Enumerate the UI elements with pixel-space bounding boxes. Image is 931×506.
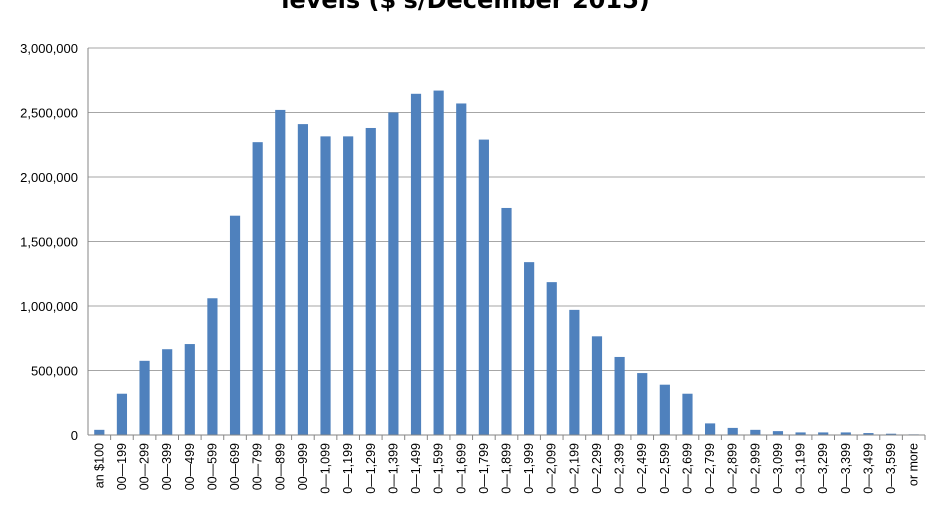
x-tick-label: 0—2,099: [545, 443, 559, 494]
bar: [229, 215, 241, 435]
bar: [501, 207, 512, 435]
y-axis-tick-labels: 0 500,000 1,000,000 1,500,000 2,000,000 2,500…: [20, 41, 78, 443]
bar: [365, 127, 376, 435]
x-tick-label: 0—1,199: [341, 443, 355, 494]
bar: [297, 124, 308, 436]
x-tick-label: 0—3,499: [861, 443, 875, 494]
x-tick-label: 00—499: [183, 443, 197, 490]
bar: [320, 136, 331, 436]
bar: [162, 349, 173, 435]
x-tick-label: 0—2,799: [703, 443, 717, 494]
x-tick-label: 0—2,699: [680, 443, 694, 494]
x-tick-label: an $100: [92, 443, 106, 488]
x-tick-label: 0—2,599: [658, 443, 672, 494]
bar: [433, 90, 444, 435]
bar: [705, 423, 716, 435]
bar: [94, 429, 105, 435]
x-tick-label: 0—2,499: [635, 443, 649, 494]
bar: [456, 103, 467, 435]
y-tick-label: 1,000,000: [20, 299, 78, 314]
bar: [139, 360, 150, 435]
x-tick-label: 0—3,299: [816, 443, 830, 494]
x-tick-label: 00—799: [251, 443, 265, 490]
x-tick-label: 0—2,299: [590, 443, 604, 494]
bar: [818, 432, 829, 435]
bar: [410, 93, 422, 436]
y-tick-label: 3,000,000: [20, 41, 78, 56]
bar: [546, 282, 557, 435]
x-tick-label: 00—399: [160, 443, 174, 490]
bar: [750, 429, 761, 435]
bar: [727, 427, 738, 435]
y-tick-label: 500,000: [31, 364, 78, 379]
bar: [637, 373, 648, 435]
x-tick-label: 0—3,599: [884, 443, 898, 494]
bar: [840, 432, 851, 435]
x-tick-label: 0—1,499: [409, 443, 423, 494]
bars: [94, 90, 919, 436]
x-tick-label: 0—1,599: [432, 443, 446, 494]
x-tick-label: 0—2,399: [613, 443, 627, 494]
x-tick-label: 0—1,299: [364, 443, 378, 494]
bar: [772, 431, 784, 435]
x-tick-label: 00—599: [205, 443, 219, 490]
x-tick-label: 00—699: [228, 443, 242, 490]
x-tick-label: 0—2,999: [748, 443, 762, 494]
bar: [885, 433, 897, 435]
bar: [275, 109, 286, 436]
x-tick-label: 0—1,699: [454, 443, 468, 494]
bar: [614, 356, 625, 435]
bar: [478, 139, 489, 435]
x-tick-label: 0—3,099: [771, 443, 785, 494]
x-tick-label: 0—2,899: [726, 443, 740, 494]
x-tick-label: 0—1,399: [386, 443, 400, 494]
y-tick-label: 1,500,000: [20, 235, 78, 250]
x-tick-label: 0—2,199: [567, 443, 581, 494]
bar: [524, 262, 535, 435]
x-tick-label: 0—1,999: [522, 443, 536, 494]
x-tick-label: 0—1,799: [477, 443, 491, 494]
y-tick-label: 2,000,000: [20, 170, 78, 185]
x-tick-label: 0—3,199: [794, 443, 808, 494]
axes: [87, 48, 926, 440]
x-tick-label: 0—1,899: [500, 443, 514, 494]
bar: [207, 298, 218, 435]
bar: [569, 309, 580, 435]
x-axis-category-labels: an $100 00—199 00—299 00—399 00—499 00—599 00—…: [92, 443, 920, 494]
x-tick-label: 00—899: [273, 443, 287, 490]
x-tick-label: 0—3,399: [839, 443, 853, 494]
x-tick-label: or more: [907, 443, 921, 486]
bar: [591, 336, 603, 435]
bar: [116, 393, 128, 435]
y-tick-label: 0: [71, 428, 78, 443]
bar: [252, 142, 263, 436]
bar: [863, 433, 874, 435]
bar: [795, 432, 806, 435]
bar: [388, 112, 399, 435]
y-tick-label: 2,500,000: [20, 106, 78, 121]
x-tick-label: 00—199: [115, 443, 129, 490]
bar: [659, 384, 670, 435]
x-tick-label: 0—1,099: [319, 443, 333, 494]
bar: [343, 136, 354, 436]
bar: [184, 344, 195, 435]
bar: [682, 393, 693, 435]
chart-title: levels ($'s/December 2015): [281, 0, 650, 14]
x-tick-label: 00—299: [138, 443, 152, 490]
x-tick-label: 00—999: [296, 443, 310, 490]
